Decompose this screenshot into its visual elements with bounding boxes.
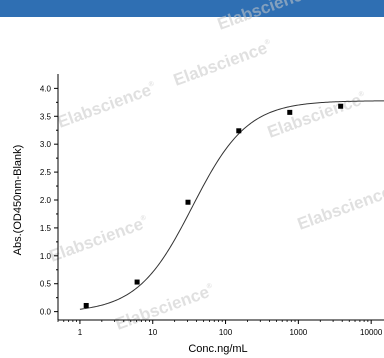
x-tick-label: 1000	[289, 328, 307, 337]
data-point	[134, 279, 140, 285]
y-tick-label: 1.5	[40, 224, 52, 233]
watermark-text: Elabscience®	[215, 0, 319, 34]
x-tick-label: 10000	[360, 328, 383, 337]
y-tick-label: 4.0	[40, 84, 52, 93]
y-tick-label: 2.0	[40, 196, 52, 205]
top-banner	[0, 0, 384, 17]
x-tick-label: 100	[219, 328, 233, 337]
axes	[57, 74, 384, 321]
watermark-text: Elabscience®	[295, 180, 384, 234]
watermark-text: Elabscience®	[171, 36, 275, 90]
x-axis-ticks: 1 10 100 1000 10000	[57, 320, 383, 337]
watermark-text: Elabscience®	[113, 280, 217, 334]
y-tick-label: 2.5	[40, 168, 52, 177]
y-tick-label: 3.0	[40, 140, 52, 149]
watermark-text: Elabscience®	[55, 78, 159, 132]
watermark-text: Elabscience®	[265, 88, 369, 142]
watermark-text: Elabscience®	[47, 212, 151, 266]
data-point	[185, 199, 191, 205]
x-tick-label: 1	[78, 328, 83, 337]
data-points	[83, 103, 344, 308]
data-point	[338, 103, 344, 109]
y-axis-ticks: 0.0 0.5 1.0 1.5 2.0 2.5 3.0 3.5 4.0	[40, 84, 58, 317]
y-tick-label: 0.5	[40, 280, 52, 289]
x-tick-label: 10	[148, 328, 157, 337]
y-axis-title: Abs.(OD450nm-Blank)	[12, 145, 24, 256]
y-tick-label: 0.0	[40, 308, 52, 317]
fit-curve	[79, 100, 384, 310]
data-point	[287, 109, 293, 115]
watermark-layer: Elabscience® Elabscience®Elabscience®Elab…	[47, 0, 384, 334]
y-tick-label: 1.0	[40, 252, 52, 261]
data-point	[236, 128, 242, 134]
data-point	[83, 302, 89, 308]
y-tick-label: 3.5	[40, 112, 52, 121]
x-axis-title: Conc.ng/mL	[188, 343, 247, 355]
